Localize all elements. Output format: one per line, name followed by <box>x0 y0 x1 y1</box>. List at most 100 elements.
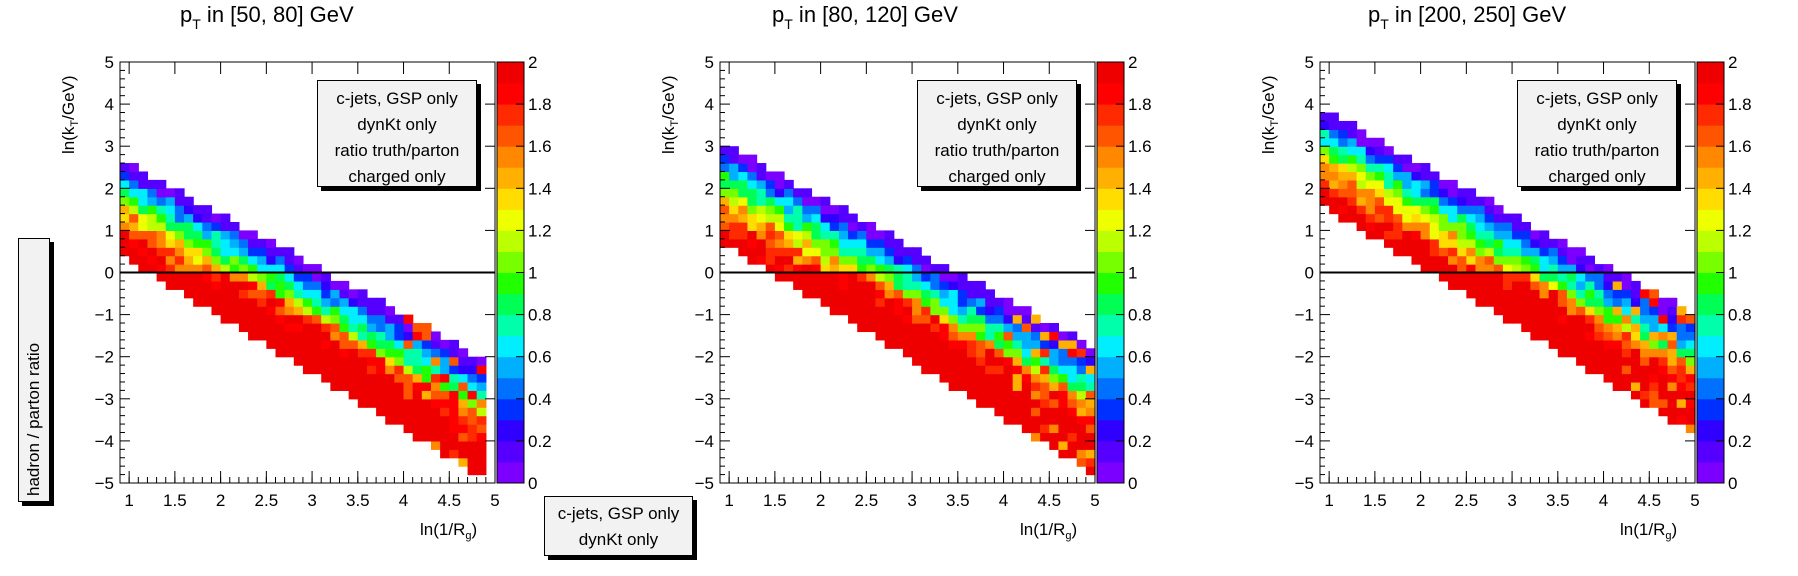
heatmap-cell <box>138 238 149 248</box>
heatmap-cell <box>129 163 139 173</box>
heatmap-cell <box>912 314 922 324</box>
colorbar-segment <box>1697 188 1724 210</box>
heatmap-cell <box>339 306 350 316</box>
heatmap-cell <box>293 272 304 282</box>
heatmap-cell <box>866 306 877 316</box>
heatmap-cell <box>994 356 1005 366</box>
colorbar-segment <box>497 209 524 231</box>
heatmap-cell <box>957 280 968 290</box>
heatmap-cell <box>312 272 322 282</box>
heatmap-cell <box>229 264 240 274</box>
heatmap-cell <box>985 339 995 349</box>
heatmap-cell <box>1521 297 1531 307</box>
heatmap-cell <box>476 424 487 434</box>
heatmap-cell <box>848 297 858 307</box>
heatmap-cell <box>1365 188 1376 198</box>
heatmap-cell <box>1012 407 1023 417</box>
heatmap-cell <box>729 163 739 173</box>
heatmap-cell <box>976 306 986 316</box>
heatmap-cell <box>857 230 867 240</box>
heatmap-cell <box>1393 179 1403 189</box>
heatmap-cell <box>966 314 977 324</box>
heatmap-cell <box>774 272 785 282</box>
heatmap-cell <box>893 247 904 257</box>
legend-box: c-jets, GSP only dynKt only ratio truth/… <box>917 80 1077 187</box>
heatmap-cell <box>449 440 460 450</box>
heatmap-cell <box>357 373 368 383</box>
heatmap-cell <box>1329 171 1339 181</box>
heatmap-cell <box>921 297 931 307</box>
heatmap-cell <box>229 297 240 307</box>
heatmap-cell <box>339 289 350 299</box>
heatmap-cell <box>1076 348 1087 358</box>
heatmap-cell <box>738 205 749 215</box>
heatmap-cell <box>848 289 858 299</box>
heatmap-cell <box>211 255 222 265</box>
heatmap-cell <box>1512 255 1522 265</box>
heatmap-cell <box>793 264 803 274</box>
heatmap-cell <box>211 306 222 316</box>
heatmap-cell <box>1085 466 1096 476</box>
heatmap-cell <box>1374 213 1385 223</box>
heatmap-cell <box>467 424 478 434</box>
heatmap-cell <box>394 339 405 349</box>
heatmap-cell <box>1475 221 1486 231</box>
heatmap-cell <box>1493 297 1504 307</box>
heatmap-cell <box>284 289 295 299</box>
legend-line: charged only <box>1548 167 1646 186</box>
heatmap-cell <box>165 255 176 265</box>
heatmap-cell <box>1539 272 1550 282</box>
heatmap-cell <box>930 348 941 358</box>
heatmap-cell <box>756 247 767 257</box>
heatmap-cell <box>421 415 432 425</box>
colorbar-tick-label: 1.8 <box>1728 95 1752 114</box>
heatmap-cell <box>1649 289 1660 299</box>
heatmap-cell <box>1365 154 1376 164</box>
heatmap-cell <box>765 213 776 223</box>
heatmap-cell <box>348 348 359 358</box>
heatmap-cell <box>1594 280 1605 290</box>
heatmap-cell <box>875 238 886 248</box>
heatmap-cell <box>1685 339 1696 349</box>
heatmap-cell <box>293 356 304 366</box>
heatmap-cell <box>829 289 840 299</box>
heatmap-cell <box>312 331 322 341</box>
heatmap-cell <box>421 424 432 434</box>
heatmap-cell <box>357 306 368 316</box>
heatmap-cell <box>875 272 886 282</box>
heatmap-cell <box>403 323 414 333</box>
heatmap-cell <box>284 331 295 341</box>
colorbar-segment <box>1097 356 1124 379</box>
heatmap-cell <box>476 365 487 375</box>
heatmap-cell <box>1049 381 1060 391</box>
heatmap-cell <box>165 213 176 223</box>
heatmap-cell <box>421 365 432 375</box>
heatmap-cell <box>1475 255 1486 265</box>
heatmap-cell <box>238 323 249 333</box>
heatmap-cell <box>458 407 469 417</box>
heatmap-cell <box>1067 449 1078 459</box>
heatmap-cell <box>348 381 359 391</box>
colorbar-tick-label: 1.6 <box>1728 137 1752 156</box>
heatmap-cell <box>284 306 295 316</box>
heatmap-cell <box>1484 247 1495 257</box>
heatmap-cell <box>1493 230 1504 240</box>
heatmap-cell <box>1640 297 1650 307</box>
heatmap-cell <box>1338 205 1349 215</box>
colorbar-segment <box>1097 461 1124 484</box>
heatmap-cell <box>866 323 877 333</box>
heatmap-cell <box>820 196 831 206</box>
heatmap-cell <box>1585 255 1595 265</box>
y-tick-label: 0 <box>105 264 114 283</box>
heatmap-cell <box>1640 339 1650 349</box>
heatmap-cell <box>747 205 758 215</box>
heatmap-cell <box>1530 331 1541 341</box>
heatmap-cell <box>376 365 386 375</box>
heatmap-cell <box>1067 432 1078 442</box>
heatmap-cell <box>1049 348 1060 358</box>
chart-title: pT in [200, 250] GeV <box>1368 2 1567 32</box>
heatmap-cell <box>440 373 450 383</box>
heatmap-cell <box>1393 247 1403 257</box>
heatmap-cell <box>476 457 487 467</box>
heatmap-cell <box>376 306 386 316</box>
